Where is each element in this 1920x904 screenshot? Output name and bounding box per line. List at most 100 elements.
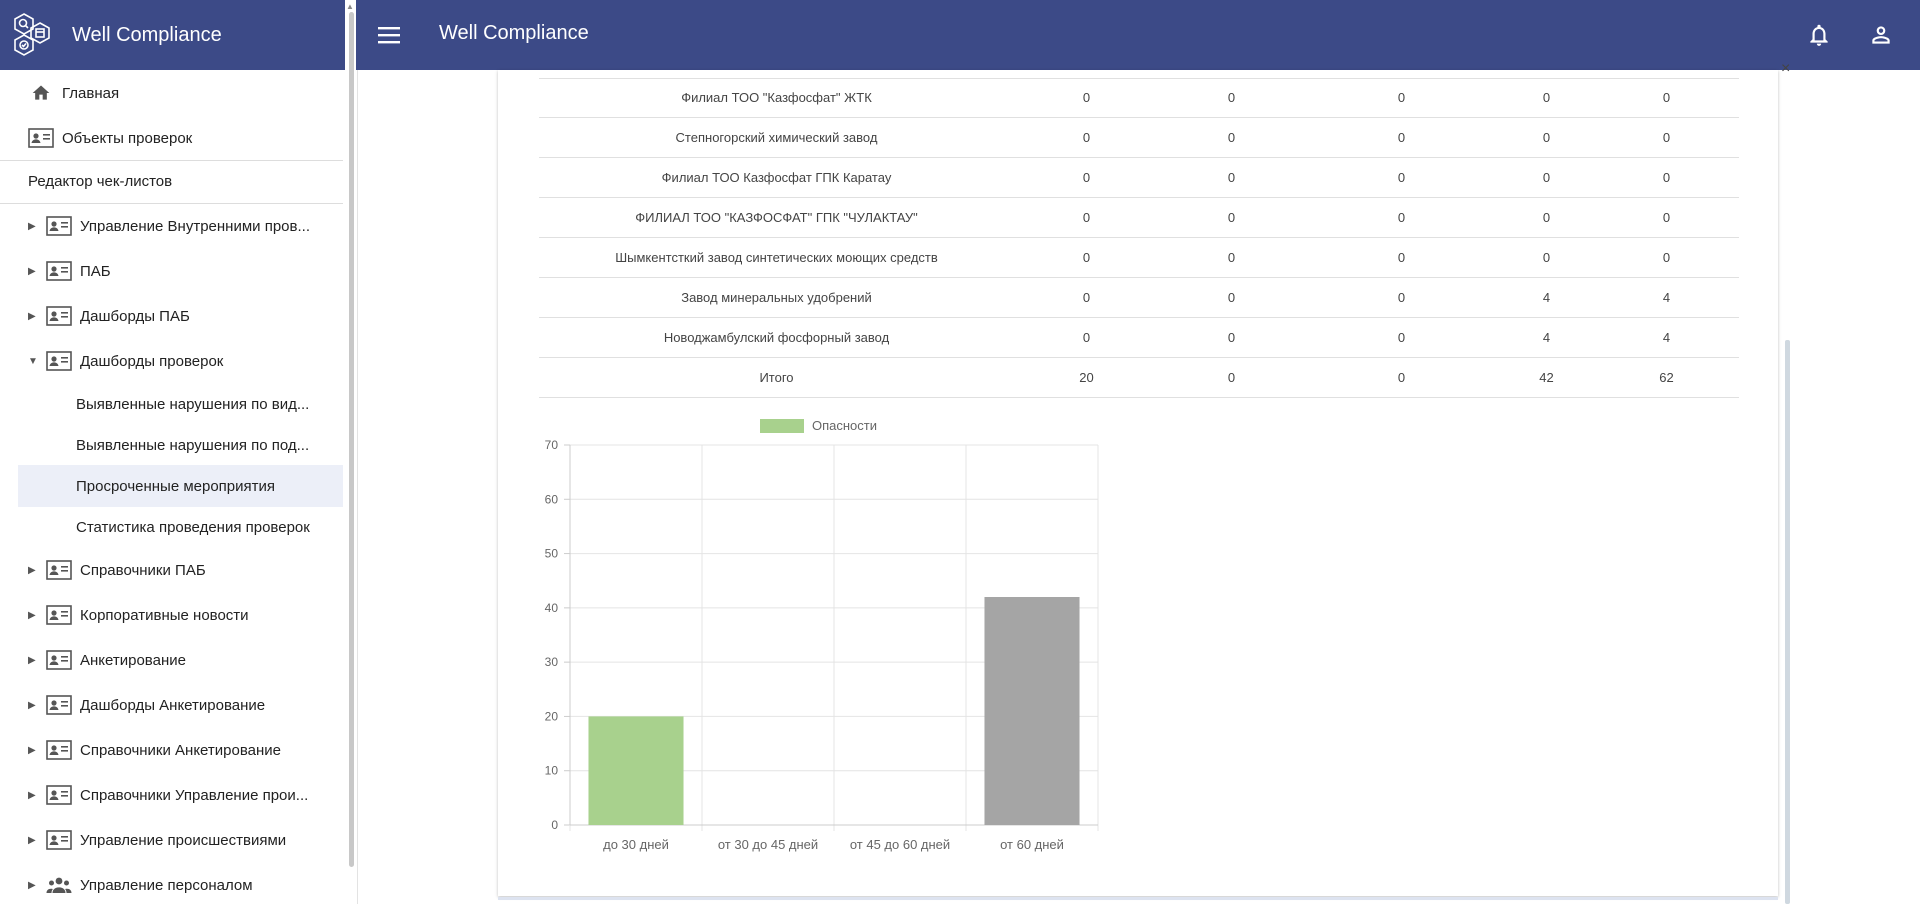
- sidebar-subitem-overdue-actions[interactable]: Просроченные мероприятия: [18, 465, 343, 507]
- table-cell: 0: [1499, 78, 1594, 118]
- table-cell: 0: [1499, 237, 1594, 278]
- sidebar-item-label: Выявленные нарушения по под...: [76, 436, 310, 454]
- app-title: Well Compliance: [72, 23, 222, 46]
- sidebar-section-header: Редактор чек-листов: [28, 173, 173, 190]
- caret-down-icon: ▼: [28, 355, 38, 367]
- table-cell: 0: [1159, 78, 1304, 118]
- sidebar-item-label: Статистика проведения проверок: [76, 518, 310, 536]
- table-cell: 0: [1594, 117, 1739, 158]
- table-cell: 0: [1159, 197, 1304, 238]
- people-icon: [46, 877, 72, 893]
- brand: Well Compliance: [0, 0, 343, 70]
- sidebar-item-label: Управление происшествиями: [80, 831, 287, 849]
- caret-right-icon: ▶: [28, 789, 36, 801]
- sidebar-item-personnel-management[interactable]: ▶ Управление персоналом: [0, 864, 343, 904]
- scroll-up-icon[interactable]: ▲: [346, 2, 354, 11]
- close-icon[interactable]: ×: [1781, 60, 1791, 77]
- sidebar-item-surveys[interactable]: ▶ Анкетирование: [0, 639, 343, 681]
- table-cell: 0: [1159, 357, 1304, 398]
- table-cell: 0: [1594, 237, 1739, 278]
- table-cell: 4: [1499, 277, 1594, 318]
- table-cell: 0: [1014, 197, 1159, 238]
- contact-card-icon: [46, 830, 72, 850]
- table-cell: 62: [1594, 357, 1739, 398]
- table-row-total: Итого 20 0 0 42 62: [539, 357, 1739, 398]
- sidebar-item-label: Дашборды проверок: [80, 352, 224, 370]
- sidebar-item-inspection-dashboards[interactable]: ▼ Дашборды проверок: [0, 340, 343, 382]
- caret-right-icon: ▶: [28, 699, 36, 711]
- table-cell: 4: [1594, 277, 1739, 318]
- contact-card-icon: [46, 785, 72, 805]
- table-cell: 0: [1014, 117, 1159, 158]
- caret-right-icon: ▶: [28, 609, 36, 621]
- contact-card-icon: [28, 128, 54, 148]
- contact-card-icon: [46, 740, 72, 760]
- sidebar-item-corporate-news[interactable]: ▶ Корпоративные новости: [0, 594, 343, 636]
- table-cell: 0: [1014, 317, 1159, 358]
- hamburger-icon[interactable]: [374, 20, 404, 50]
- table-cell: 0: [1304, 157, 1499, 198]
- top-app-bar: Well Compliance Well Compliance: [0, 0, 1920, 70]
- sidebar-subitem-violations-by-type[interactable]: Выявленные нарушения по вид...: [0, 383, 343, 425]
- sidebar-scrollbar-thumb[interactable]: [349, 12, 354, 867]
- table-cell: 0: [1304, 78, 1499, 118]
- sidebar-item-home[interactable]: Главная: [0, 72, 343, 114]
- contact-card-icon: [46, 650, 72, 670]
- table-cell: 0: [1014, 157, 1159, 198]
- table-cell: 0: [1159, 157, 1304, 198]
- table-cell: 0: [1594, 197, 1739, 238]
- sidebar-item-incident-management[interactable]: ▶ Управление происшествиями: [0, 819, 343, 861]
- table-cell: 0: [1304, 237, 1499, 278]
- table-cell: 0: [1159, 317, 1304, 358]
- divider: [0, 160, 343, 161]
- sidebar-item-label: Дашборды ПАБ: [80, 307, 190, 325]
- user-icon[interactable]: [1868, 22, 1894, 48]
- y-tick-label: 0: [551, 818, 558, 832]
- bell-icon[interactable]: [1806, 22, 1832, 48]
- sidebar-item-incident-references[interactable]: ▶ Справочники Управление прои...: [0, 774, 343, 816]
- contact-card-icon: [46, 560, 72, 580]
- sidebar-item-pab[interactable]: ▶ ПАБ: [0, 250, 343, 292]
- y-tick-label: 20: [545, 709, 559, 723]
- y-tick-label: 70: [545, 438, 559, 452]
- caret-right-icon: ▶: [28, 564, 36, 576]
- sidebar-item-label: Справочники ПАБ: [80, 561, 206, 579]
- card-bottom-border: [498, 897, 1778, 900]
- table-cell-org: Новоджамбулский фосфорный завод: [539, 317, 1014, 358]
- sidebar-item-label: Справочники Анкетирование: [80, 741, 281, 759]
- table-cell-org: Итого: [539, 357, 1014, 398]
- sidebar-item-label: Управление персоналом: [80, 876, 253, 894]
- table-cell: 0: [1304, 357, 1499, 398]
- x-tick-label: от 30 до 45 дней: [718, 837, 818, 852]
- divider: [357, 70, 358, 904]
- sidebar-item-label: Дашборды Анкетирование: [80, 696, 266, 714]
- main-scrollbar[interactable]: [1785, 340, 1790, 904]
- x-tick-label: от 60 дней: [1000, 837, 1064, 852]
- legend-swatch: [760, 419, 804, 433]
- table-cell: 0: [1499, 117, 1594, 158]
- table-row: Завод минеральных удобрений 0 0 0 4 4: [539, 277, 1739, 318]
- divider: [0, 203, 343, 204]
- logo-icon: [14, 13, 50, 56]
- table-cell: 20: [1014, 357, 1159, 398]
- caret-right-icon: ▶: [28, 834, 36, 846]
- table-row: ФИЛИАЛ ТОО "КАЗФОСФАТ" ГПК "ЧУЛАКТАУ" 0 …: [539, 197, 1739, 238]
- table-cell: 0: [1594, 157, 1739, 198]
- sidebar-item-inspection-objects[interactable]: Объекты проверок: [0, 117, 343, 159]
- table-cell: 4: [1594, 317, 1739, 358]
- y-tick-label: 40: [545, 601, 559, 615]
- sidebar-item-pab-dashboards[interactable]: ▶ Дашборды ПАБ: [0, 295, 343, 337]
- sidebar-item-label: Справочники Управление прои...: [80, 786, 309, 804]
- sidebar-item-survey-references[interactable]: ▶ Справочники Анкетирование: [0, 729, 343, 771]
- table-cell: 0: [1499, 157, 1594, 198]
- sidebar-item-survey-dashboards[interactable]: ▶ Дашборды Анкетирование: [0, 684, 343, 726]
- sidebar-item-label: Объекты проверок: [62, 129, 193, 147]
- caret-right-icon: ▶: [28, 879, 36, 891]
- sidebar-subitem-violations-by-division[interactable]: Выявленные нарушения по под...: [0, 424, 343, 466]
- table-cell: 0: [1304, 317, 1499, 358]
- sidebar-item-label: Просроченные мероприятия: [76, 477, 276, 495]
- sidebar-item-internal-audits[interactable]: ▶ Управление Внутренними пров...: [0, 205, 343, 247]
- sidebar-item-pab-references[interactable]: ▶ Справочники ПАБ: [0, 549, 343, 591]
- table-cell: 0: [1304, 277, 1499, 318]
- sidebar-subitem-inspection-statistics[interactable]: Статистика проведения проверок: [0, 506, 343, 548]
